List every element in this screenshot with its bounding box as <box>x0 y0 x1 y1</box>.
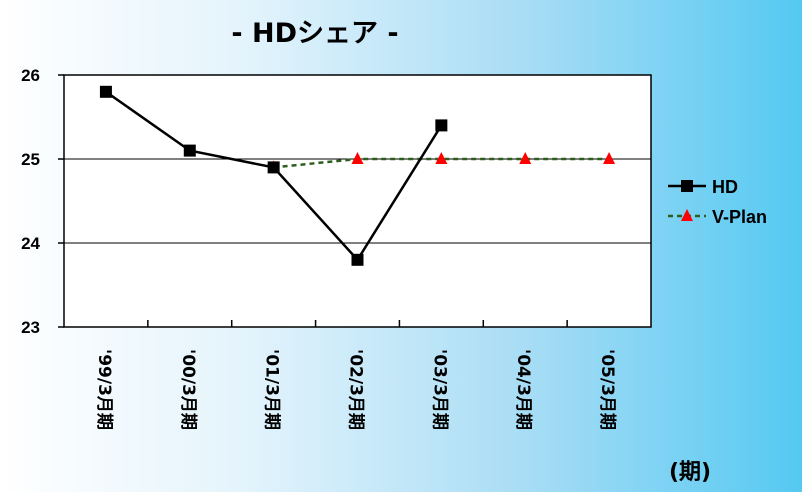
data-point-v-plan <box>351 152 364 164</box>
data-point-v-plan <box>603 152 616 164</box>
x-tick-label: '00/3月期 <box>178 349 198 430</box>
y-tick-label: 24 <box>21 234 40 253</box>
y-axis: 23 24 25 26 <box>21 66 64 337</box>
data-point-hd <box>435 119 448 132</box>
x-tick-label: '99/3月期 <box>94 349 114 430</box>
x-tick-label: '04/3月期 <box>513 349 533 430</box>
data-point-hd <box>351 253 364 266</box>
x-axis-unit-label: (期) <box>669 460 711 485</box>
data-point-hd <box>183 144 196 157</box>
x-tick-label: '05/3月期 <box>597 349 617 430</box>
series-line-v-plan <box>273 157 610 169</box>
plot-area <box>63 74 652 328</box>
legend-hd-label: HD <box>712 177 738 197</box>
chart-title: - HDシェア - <box>231 18 398 49</box>
legend-vplan-marker-icon <box>681 209 693 221</box>
series-layer <box>99 85 616 266</box>
y-tick-label: 25 <box>21 150 40 169</box>
legend: HD V-Plan <box>668 177 767 227</box>
x-tick-label: '02/3月期 <box>346 349 366 430</box>
y-tick-label: 23 <box>21 318 40 337</box>
y-tick-label: 26 <box>21 66 40 85</box>
data-point-v-plan <box>519 152 532 164</box>
data-point-hd <box>99 85 112 98</box>
data-point-v-plan <box>435 152 448 164</box>
x-tick-label: '03/3月期 <box>429 349 449 430</box>
x-axis: '99/3月期 '00/3月期 '01/3月期 '02/3月期 '03/3月期 '04/3… <box>94 320 617 430</box>
legend-vplan-label: V-Plan <box>712 207 767 227</box>
legend-hd-marker-icon <box>681 180 693 192</box>
data-point-hd <box>267 161 280 174</box>
x-tick-label: '01/3月期 <box>262 349 282 430</box>
